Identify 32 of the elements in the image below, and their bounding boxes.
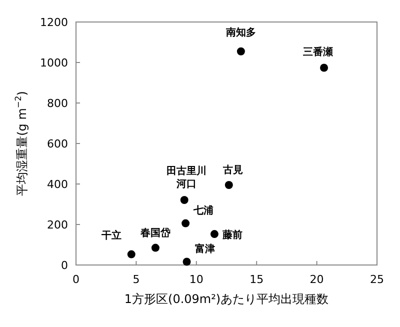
annotation: 富津 xyxy=(194,242,215,255)
annotation: 三番瀬 xyxy=(303,46,334,58)
annotation: 春国岱 xyxy=(139,226,170,239)
annotation: 古見 xyxy=(222,164,243,176)
x-tick-label: 25 xyxy=(370,273,384,286)
annotation: 藤前 xyxy=(221,229,242,242)
annotation: 七浦 xyxy=(192,204,214,216)
point xyxy=(320,64,328,72)
x-tick-label: 10 xyxy=(189,273,204,286)
point xyxy=(236,47,245,56)
point xyxy=(182,219,190,228)
point xyxy=(151,244,160,252)
y-tick-label: 200 xyxy=(47,218,68,232)
annotation: 干立 xyxy=(100,229,122,242)
annotation: 南知多 xyxy=(224,26,256,38)
y-tick-label: 1000 xyxy=(40,56,68,70)
point xyxy=(127,250,136,258)
y-tick-label: 0 xyxy=(61,259,68,272)
x-tick-label: 5 xyxy=(132,273,140,286)
point xyxy=(182,258,191,266)
y-tick-label: 400 xyxy=(47,178,68,191)
point xyxy=(224,181,233,190)
x-axis-title: 1方形区(0.09m²)あたり平均出現種数 xyxy=(124,292,329,306)
y-tick-label: 600 xyxy=(47,138,68,150)
annotation: 田古里川河口 xyxy=(166,164,206,190)
x-tick-label: 20 xyxy=(310,273,324,286)
x-tick-label: 15 xyxy=(250,273,264,286)
point xyxy=(180,196,188,204)
point xyxy=(210,230,218,238)
x-tick-label: 0 xyxy=(72,273,80,286)
y-tick-label: 800 xyxy=(47,97,68,110)
y-tick-label: 1200 xyxy=(40,16,68,29)
